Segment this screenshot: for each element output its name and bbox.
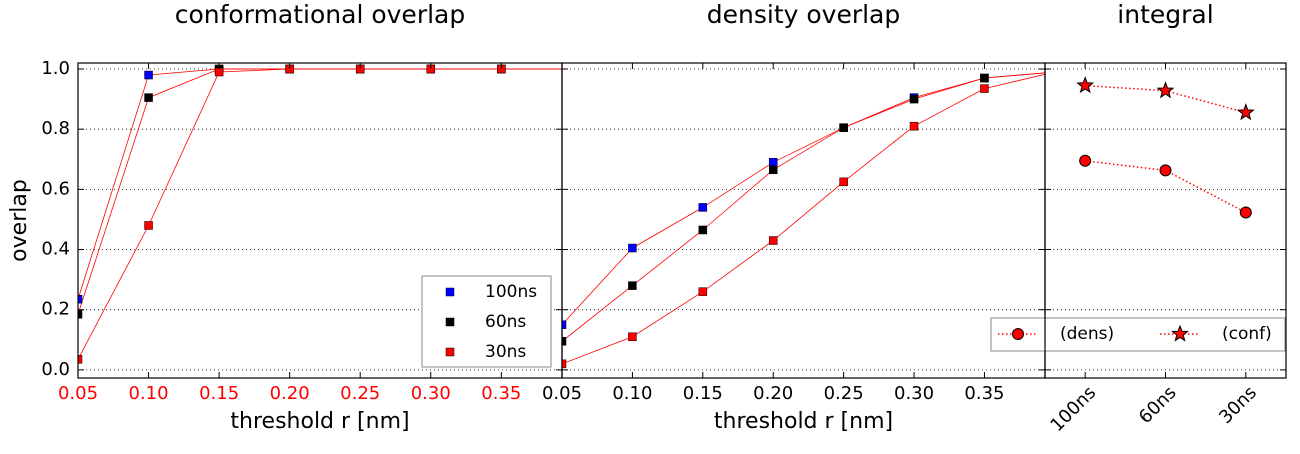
x-axis-label: threshold r [nm] <box>714 409 893 434</box>
x-tick-label: 100ns <box>1046 382 1100 436</box>
marker <box>1239 206 1252 219</box>
axes-frame <box>1044 62 1287 379</box>
x-tick-label: 0.25 <box>340 383 380 404</box>
legend-label: (dens) <box>1060 324 1114 344</box>
marker <box>768 236 778 245</box>
y-tick-label: 0.4 <box>41 239 70 260</box>
series-line <box>78 68 562 360</box>
marker <box>768 158 778 167</box>
marker <box>78 309 83 319</box>
legend-marker <box>1171 324 1189 342</box>
marker <box>628 332 637 342</box>
x-tick-label: 0.05 <box>542 383 582 404</box>
x-axis-label: threshold r [nm] <box>230 409 409 434</box>
marker <box>144 70 153 80</box>
marker <box>698 225 708 235</box>
series-line <box>562 73 1045 365</box>
x-tick-label: 0.10 <box>129 383 169 404</box>
legend-label: 30ns <box>485 342 526 362</box>
panel-title: integral <box>1117 0 1213 29</box>
y-tick-label: 0.0 <box>41 359 70 380</box>
marker <box>909 121 919 131</box>
marker <box>1159 164 1172 177</box>
marker <box>78 355 83 364</box>
legend-marker <box>445 317 455 327</box>
marker <box>144 221 153 230</box>
marker <box>839 177 848 187</box>
marker <box>768 165 778 175</box>
x-tick-label: 0.35 <box>964 383 1004 404</box>
plot-area <box>78 64 562 364</box>
x-tick-label: 0.25 <box>824 383 864 404</box>
x-tick-label: 0.30 <box>894 383 934 404</box>
y-tick-label: 0.6 <box>41 178 70 199</box>
panel-title: density overlap <box>707 0 901 29</box>
y-tick-label: 1.0 <box>41 58 70 79</box>
x-tick-label: 30ns <box>1215 382 1261 428</box>
marker <box>839 123 848 132</box>
legend-label: 100ns <box>485 282 537 302</box>
plot-area <box>562 72 1045 369</box>
axes-frame <box>561 62 1046 379</box>
marker <box>562 337 567 346</box>
x-tick-label: 0.20 <box>753 383 793 404</box>
marker <box>144 93 153 102</box>
y-tick-label: 0.2 <box>41 299 70 320</box>
marker <box>698 287 708 296</box>
legend-box <box>990 317 1286 352</box>
series-line <box>78 68 562 300</box>
marker <box>1076 76 1095 94</box>
marker <box>698 203 708 212</box>
x-tick-label: 0.15 <box>199 383 239 404</box>
marker <box>562 359 567 369</box>
panel-title: conformational overlap <box>175 0 465 29</box>
marker <box>78 294 83 304</box>
marker <box>1236 103 1255 121</box>
plot-area <box>1076 76 1255 219</box>
legend-label: 60ns <box>485 312 526 332</box>
x-tick-label: 0.35 <box>481 383 521 404</box>
legend-marker <box>445 287 455 297</box>
marker <box>628 281 637 290</box>
legend-label: (conf) <box>1222 324 1272 344</box>
series-line <box>562 72 1045 342</box>
marker <box>1079 154 1092 167</box>
y-tick-label: 0.8 <box>41 118 70 139</box>
marker <box>628 243 637 253</box>
legend-box <box>421 275 552 368</box>
x-tick-label: 0.20 <box>270 383 310 404</box>
marker <box>980 84 989 93</box>
y-axis-label: overlap <box>7 179 32 262</box>
legend-marker <box>1012 328 1024 340</box>
x-tick-label: 0.05 <box>58 383 98 404</box>
x-tick-label: 0.30 <box>411 383 451 404</box>
marker <box>214 67 224 77</box>
marker <box>980 73 989 83</box>
legend-marker <box>445 347 455 357</box>
marker <box>1156 81 1175 99</box>
marker <box>909 94 919 104</box>
x-tick-label: 0.15 <box>683 383 723 404</box>
marker <box>562 320 567 329</box>
x-tick-label: 60ns <box>1135 382 1181 428</box>
x-tick-label: 0.10 <box>612 383 652 404</box>
